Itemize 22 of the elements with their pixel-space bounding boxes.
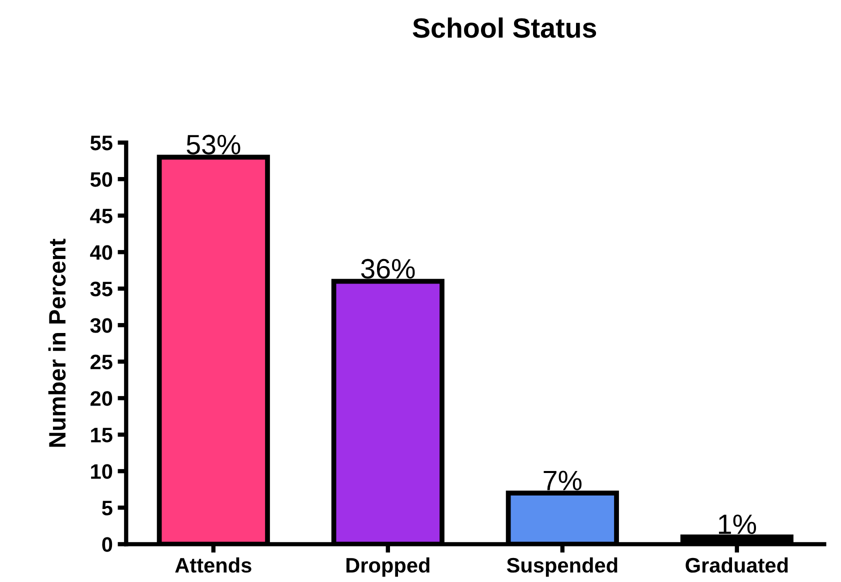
y-tick-label: 5 (102, 500, 112, 516)
x-tick-label: Attends (175, 557, 252, 573)
y-tick-label: 55 (90, 136, 112, 150)
y-tick-label: 35 (90, 282, 112, 296)
y-tick-label: 30 (90, 318, 112, 333)
y-tick-label: 40 (90, 245, 112, 260)
data-label: 1% (718, 514, 756, 534)
data-label: 53% (186, 134, 240, 154)
y-tick-label: 15 (91, 428, 112, 442)
x-tick-label: Dropped (346, 557, 430, 577)
y-tick-label: 20 (90, 391, 112, 406)
y-tick-label: 25 (90, 354, 112, 370)
data-label: 36% (361, 258, 415, 279)
y-tick-label: 45 (90, 208, 112, 224)
x-tick-label: Suspended (506, 557, 618, 577)
y-tick-label: 50 (90, 172, 112, 187)
y-tick-label: 0 (102, 537, 112, 552)
y-axis-title: Number in Percent (48, 238, 66, 447)
data-label: 7% (544, 470, 582, 490)
chart-title: School Status (412, 17, 596, 38)
y-tick-label: 10 (91, 464, 112, 479)
x-tick-label: Graduated (686, 557, 788, 573)
